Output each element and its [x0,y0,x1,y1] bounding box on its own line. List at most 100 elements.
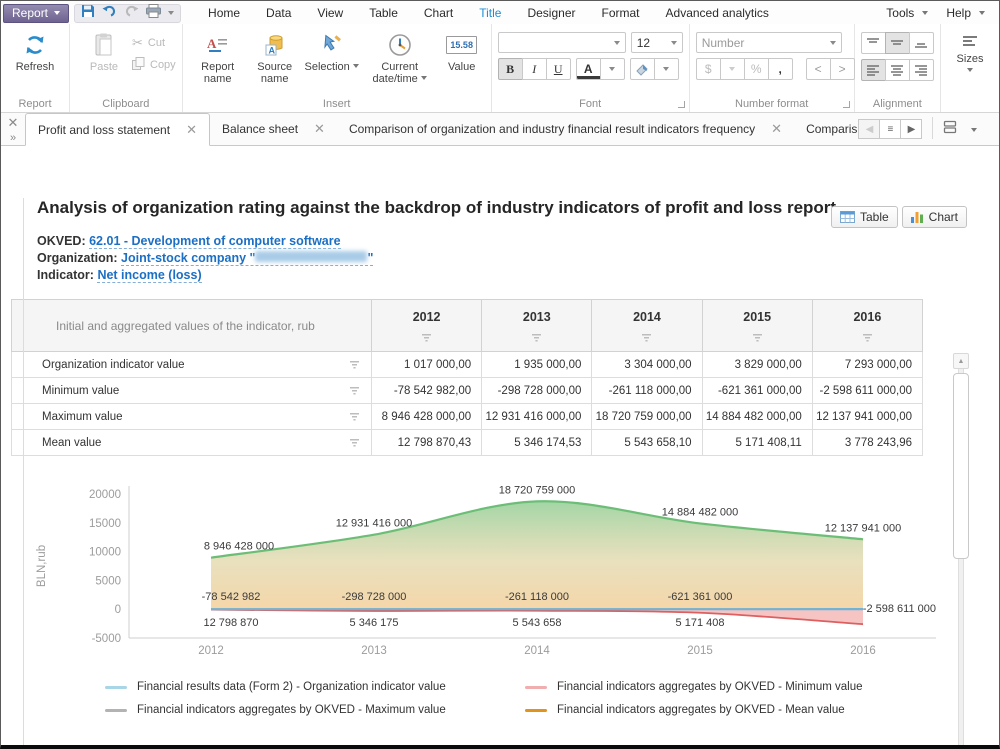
font-size-select[interactable]: 12 [630,32,683,53]
vertical-scrollbar[interactable]: ▲ ▼ [953,353,969,745]
indicator-link[interactable]: Net income (loss) [97,268,202,283]
sizes-button[interactable]: Sizes [947,29,993,72]
menu-item-tools[interactable]: Tools [886,6,915,20]
expand-panel-icon[interactable]: » [9,132,17,144]
svg-text:-298 728 000: -298 728 000 [342,591,407,603]
filter-icon[interactable] [350,412,359,421]
redo-icon[interactable] [124,4,139,22]
svg-text:18 720 759 000: 18 720 759 000 [499,484,575,496]
increase-decimal-button[interactable]: > [829,58,855,80]
align-center-icon [891,65,904,76]
number-format-select[interactable]: Number [695,32,842,53]
thousands-separator-button[interactable]: , [767,58,793,80]
tab-close-icon[interactable]: ✕ [186,121,197,137]
scrollbar-thumb[interactable] [953,373,969,559]
menu-item-chart[interactable]: Chart [423,6,454,20]
cut-button[interactable]: ✂ Cut [132,35,176,51]
underline-button[interactable]: U [545,58,571,80]
italic-button[interactable]: I [521,58,547,80]
menu-item-title[interactable]: Title [479,6,502,20]
tab-list-button[interactable]: ≡ [879,119,902,139]
scroll-up-icon[interactable]: ▲ [953,353,969,369]
organization-link[interactable]: Joint-stock company " " [121,251,374,266]
layout-dropdown-icon[interactable] [971,127,978,132]
menu-item-designer[interactable]: Designer [527,6,576,20]
copy-button[interactable]: Copy [132,57,176,73]
font-color-dropdown[interactable] [599,58,625,80]
menu-item-format[interactable]: Format [601,6,640,20]
legend-item: Financial indicators aggregates by OKVED… [525,681,945,693]
currency-dropdown[interactable] [719,58,745,80]
tabstrip-divider [932,117,934,139]
align-left-button[interactable] [860,59,886,81]
fill-color-button[interactable] [629,58,655,80]
chart-view-label: Chart [928,210,958,224]
close-panel-icon[interactable]: ✕ [7,115,19,130]
row-label-wrap: Maximum value [12,411,371,423]
menu-item-advanced-analytics[interactable]: Advanced analytics [665,6,769,20]
currency-button[interactable]: $ [695,58,721,80]
tools-dropdown-icon[interactable] [922,11,929,15]
filter-icon[interactable] [350,360,359,369]
valign-middle-button[interactable] [884,32,910,54]
menu-item-view[interactable]: View [317,6,344,20]
value-cell: 1 017 000,00 [370,351,483,378]
number-dialog-launcher-icon[interactable] [842,101,850,108]
okved-label: OKVED: [37,234,86,248]
valign-top-button[interactable] [860,32,886,54]
save-icon[interactable] [81,4,95,23]
menu-item-help[interactable]: Help [946,6,971,20]
bold-button[interactable]: B [497,58,523,80]
document-tab-balance-sheet[interactable]: Balance sheet ✕ [210,113,337,145]
valign-bottom-button[interactable] [908,32,934,54]
font-dialog-launcher-icon[interactable] [677,101,685,108]
filter-icon[interactable] [350,386,359,395]
table-row-minimum-value: Minimum value -78 542 982,00 -298 728 000,… [11,377,924,404]
filter-icon[interactable] [532,333,542,342]
menu-item-table[interactable]: Table [369,6,398,20]
filter-icon[interactable] [350,438,359,447]
menu-item-home[interactable]: Home [208,6,241,20]
tab-scroll-left-button[interactable]: ◀ [858,119,881,139]
selection-button[interactable]: Selection [303,29,361,73]
percent-button[interactable]: % [743,58,769,80]
align-right-button[interactable] [908,59,934,81]
report-menu-button[interactable]: Report [3,3,70,23]
refresh-button[interactable]: Refresh [7,29,63,73]
document-tab-comparison-of-organization-and[interactable]: Comparison of organization and industry … [337,113,794,145]
print-icon[interactable] [146,3,162,23]
fill-color-dropdown[interactable] [653,58,679,80]
indicator-table-head: Initial and aggregated values of the ind… [11,299,924,352]
tab-scroll-right-button[interactable]: ▶ [900,119,923,139]
help-dropdown-icon[interactable] [979,11,985,15]
document-tab-comparis[interactable]: Comparis [794,113,857,145]
menu-item-data[interactable]: Data [266,6,292,20]
value-button[interactable]: 15.58 Value [439,29,485,73]
view-toggles: Table Chart [830,206,967,228]
report-name-button[interactable]: A Report name [189,29,247,85]
split-layout-icon[interactable] [943,120,957,139]
chart-view-button[interactable]: Chart [901,206,967,228]
font-color-button[interactable]: A [575,58,601,80]
table-view-button[interactable]: Table [830,206,898,228]
undo-icon[interactable] [102,4,117,22]
svg-text:-78 542 982: -78 542 982 [202,591,261,603]
print-dropdown-icon[interactable] [168,11,175,15]
current-datetime-label: Current date/time [361,61,439,85]
paste-button[interactable]: Paste [76,29,132,73]
value-cell: -298 728 000,00 [481,377,593,404]
filter-icon[interactable] [422,333,432,342]
okved-link[interactable]: 62.01 - Development of computer software [89,234,341,249]
align-center-button[interactable] [884,59,910,81]
filter-icon[interactable] [752,333,762,342]
decrease-decimal-button[interactable]: < [805,58,831,80]
source-name-button[interactable]: A Source name [247,29,303,85]
filter-icon[interactable] [642,333,652,342]
tab-close-icon[interactable]: ✕ [314,121,325,136]
tab-close-icon[interactable]: ✕ [771,121,783,136]
valign-top-icon [867,38,880,43]
font-family-select[interactable] [497,32,626,53]
filter-icon[interactable] [862,333,872,342]
current-datetime-button[interactable]: Current date/time [361,29,439,85]
document-tab-profit-and-loss-statement[interactable]: Profit and loss statement ✕ [25,113,210,146]
